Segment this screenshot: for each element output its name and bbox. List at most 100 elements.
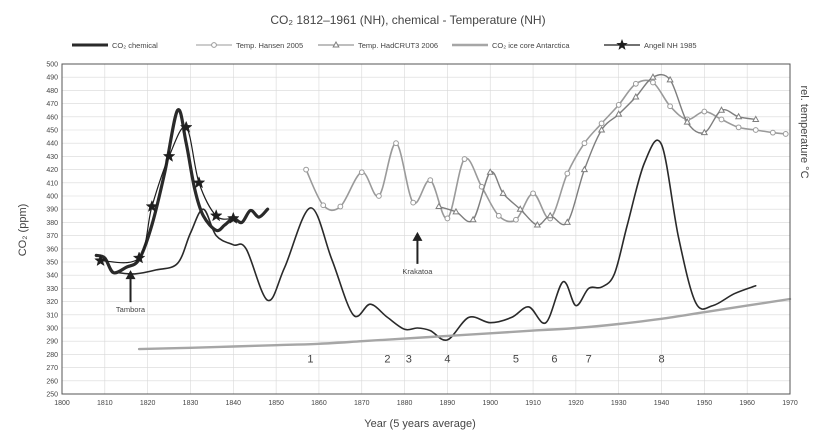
legend-label: Angell NH 1985 [644,41,697,50]
x-tick-label: 1850 [268,400,284,407]
data-point [226,211,240,224]
y-tick-label: 420 [46,167,58,174]
y-axis-label: CO₂ (ppm) [17,204,29,257]
axes: 250 260 270 280 290 300 310 320 330 340 350 360 370 3… [46,62,798,408]
data-point [486,168,494,175]
x-axis-label: Year (5 years average) [364,418,476,430]
data-point [717,106,726,113]
y-tick-label: 270 [46,365,58,372]
x-tick-label: 1970 [782,400,798,407]
data-point [752,115,760,122]
data-point [650,79,656,86]
arrow-head [125,270,136,280]
period-number: 7 [586,353,592,365]
legend-item: Temp. HadCRUT3 2006 [318,40,438,50]
y-tick-label: 400 [46,194,58,201]
data-point [615,102,622,108]
data-point [162,149,176,162]
series-line [116,139,757,342]
data-point [337,203,344,210]
data-point [615,110,623,117]
data-point [734,112,743,120]
legend: CO₂ chemical Temp. Hansen 2005 Temp. HadCR… [72,39,697,50]
legend-label: CO₂ chemical [112,41,158,50]
data-point [683,118,691,125]
chart-title: CO₂ 1812–1961 (NH), chemical - Temperatu… [270,13,545,27]
data-point [530,190,536,197]
data-point [499,189,507,196]
legend-marker [211,42,217,48]
legend-item: Angell NH 1985 [604,39,697,50]
data-point [649,73,657,80]
data-point [410,199,417,206]
period-number: 1 [307,353,313,365]
legend-marker [616,39,628,50]
period-number: 3 [406,353,412,365]
y-tick-label: 450 [46,128,58,135]
x-tick-label: 1920 [568,400,584,407]
data-point [495,212,502,219]
y-tick-label: 320 [46,299,58,306]
x-tick-label: 1870 [354,400,370,407]
data-point [533,221,541,228]
y-tick-label: 500 [46,62,58,69]
series-line [438,73,757,226]
legend-item: CO₂ ice core Antarctica [452,41,570,50]
data-point [192,176,206,189]
data-point [735,124,742,131]
data-point [632,92,640,100]
y-tick-label: 250 [46,392,58,399]
series-line [100,126,234,264]
series [303,79,789,223]
data-point [179,120,193,133]
data-point [375,193,382,199]
legend-item: CO₂ chemical [72,41,158,50]
data-point [769,129,776,136]
x-tick-label: 1890 [440,400,456,407]
x-tick-label: 1800 [54,400,70,407]
x-tick-label: 1960 [739,400,755,407]
period-number: 6 [551,353,557,365]
data-point [718,116,725,123]
annotation-label: Krakatoa [402,267,433,276]
data-point [94,253,107,267]
series-line [305,79,787,223]
y-tick-label: 360 [46,246,58,253]
y-tick-label: 430 [46,154,58,161]
x-tick-label: 1820 [140,400,156,407]
y-tick-label: 470 [46,101,58,108]
data-point [209,209,223,222]
data-point [469,215,477,223]
y-tick-label: 440 [46,141,58,148]
series-layer [94,73,792,351]
series [435,73,760,228]
x-tick-label: 1950 [697,400,713,407]
data-point [513,216,519,223]
data-point [461,156,468,162]
y-tick-label: 300 [46,326,58,333]
period-number: 5 [513,353,519,365]
data-point [700,128,709,136]
y-tick-label: 350 [46,260,58,267]
data-point [303,166,309,173]
data-point [516,205,524,212]
data-point [435,202,443,210]
y-tick-label: 480 [46,88,58,95]
arrow-head [412,231,423,241]
series [116,139,757,342]
y-tick-label: 310 [46,312,58,319]
legend-marker [332,40,340,48]
data-point [580,165,589,173]
data-point [320,202,327,209]
data-point [564,170,571,177]
annotation-label: Tambora [116,305,146,314]
legend-label: Temp. HadCRUT3 2006 [358,41,438,50]
data-point [452,207,460,215]
data-point [427,177,434,184]
data-point [782,131,789,137]
plot-frame [61,63,791,395]
period-number: 8 [658,353,664,365]
y-tick-label: 260 [46,378,58,385]
